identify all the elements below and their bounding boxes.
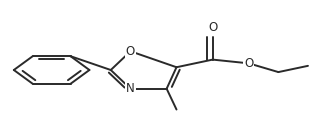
Text: O: O [244,57,253,70]
Text: O: O [208,21,217,34]
Text: O: O [126,45,135,58]
Text: N: N [126,82,135,95]
